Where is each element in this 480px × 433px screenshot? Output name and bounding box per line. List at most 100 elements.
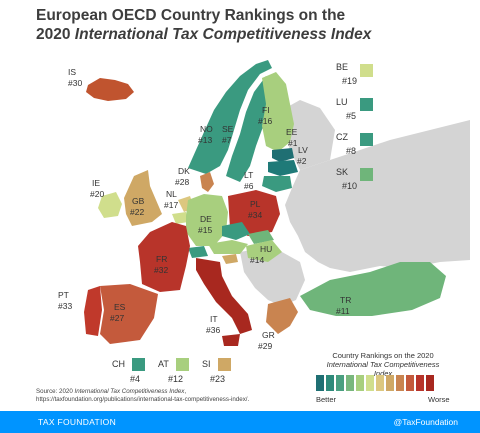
country-tr: [300, 262, 446, 316]
country-gr: [266, 298, 298, 334]
country-no: [188, 60, 272, 174]
label-de-rank: #15: [198, 225, 212, 235]
side-box-swatch: [360, 64, 373, 77]
source-line-1: Source: 2020 International Tax Competiti…: [36, 388, 249, 396]
legend-swatch: [366, 375, 374, 391]
legend-swatch: [316, 375, 324, 391]
region-non-oecd-balkans: [240, 248, 305, 306]
label-gb-code: GB: [132, 196, 145, 206]
country-hu: [246, 240, 282, 262]
label-pt-rank: #33: [58, 301, 72, 311]
source-note: Source: 2020 International Tax Competiti…: [36, 388, 249, 404]
country-fr: [138, 222, 190, 292]
label-lv-rank: #2: [297, 156, 307, 166]
side-box-rank: #10: [342, 181, 358, 191]
source-index-name: International Tax Competitiveness Index: [74, 388, 185, 395]
legend-swatch: [356, 375, 364, 391]
country-it: [196, 258, 252, 334]
bottom-box-code: AT: [158, 359, 169, 369]
country-de: [186, 194, 228, 246]
country-is: [86, 78, 134, 101]
side-box-code: BE: [336, 62, 349, 72]
label-is-rank: #30: [68, 78, 82, 88]
legend-swatch: [416, 375, 424, 391]
label-lv-code: LV: [298, 145, 308, 155]
label-ie-rank: #20: [90, 189, 104, 199]
source-url[interactable]: https://taxfoundation.org/publications/i…: [36, 396, 250, 403]
country-cz: [222, 222, 250, 240]
bottom-box-swatch: [218, 358, 231, 371]
side-box-rank: #5: [346, 111, 357, 121]
bottom-box-rank: #23: [210, 374, 226, 384]
country-at: [208, 240, 248, 254]
country-gb: [124, 170, 162, 226]
label-ee-code: EE: [286, 127, 298, 137]
label-pt-code: PT: [58, 290, 69, 300]
label-nl-code: NL: [166, 189, 177, 199]
region-non-oecd-north: [282, 100, 335, 170]
legend-swatch: [426, 375, 434, 391]
source-suffix: ,: [184, 388, 187, 395]
side-box-swatch: [360, 168, 373, 181]
label-is-code: IS: [68, 67, 76, 77]
label-lt-code: LT: [244, 170, 253, 180]
legend-swatch: [346, 375, 354, 391]
side-box-code: CZ: [336, 132, 348, 142]
label-tr-code: TR: [340, 295, 351, 305]
label-it-code: IT: [210, 314, 218, 324]
country-lt: [262, 176, 292, 192]
country-lv: [268, 160, 298, 176]
legend-color-scale: [316, 375, 434, 391]
label-no-code: NO: [200, 124, 213, 134]
label-lt-rank: #6: [244, 181, 254, 191]
country-ee: [272, 148, 294, 162]
country-es: [100, 284, 158, 344]
label-gr-code: GR: [262, 330, 275, 340]
bottom-box-rank: #12: [168, 374, 184, 384]
country-se: [226, 76, 272, 182]
label-se-rank: #7: [222, 135, 232, 145]
country-sk: [248, 230, 274, 244]
footer-handle[interactable]: @TaxFoundation: [393, 417, 458, 427]
label-hu-rank: #14: [250, 255, 264, 265]
label-hu-code: HU: [260, 244, 272, 254]
country-it-sicily: [222, 334, 240, 346]
label-fi-rank: #16: [258, 116, 272, 126]
side-box-swatch: [360, 98, 373, 111]
footer-brand: TAX FOUNDATION: [38, 417, 117, 427]
label-ee-rank: #1: [288, 138, 298, 148]
side-box-rank: #8: [346, 146, 357, 156]
legend-swatch: [386, 375, 394, 391]
side-box-swatch: [360, 133, 373, 146]
legend-title-line-2: International Tax Competitiveness Index: [326, 360, 440, 378]
bottom-box-code: SI: [202, 359, 211, 369]
footer-bar: TAX FOUNDATION @TaxFoundation: [0, 411, 480, 433]
source-prefix: Source: 2020: [36, 388, 75, 395]
country-labels: IS #30 NO #13 SE #7 FI #16 EE #1 LV #2 L…: [58, 67, 351, 351]
label-fr-code: FR: [156, 254, 167, 264]
country-be: [172, 212, 188, 224]
country-si: [222, 254, 238, 264]
label-pl-code: PL: [250, 199, 261, 209]
label-de-code: DE: [200, 214, 212, 224]
label-gr-rank: #29: [258, 341, 272, 351]
title-line-2: 2020 International Tax Competitiveness I…: [36, 25, 371, 44]
label-fi-code: FI: [262, 105, 270, 115]
side-box-code: LU: [336, 97, 348, 107]
legend-swatch: [326, 375, 334, 391]
label-tr-rank: #11: [336, 306, 350, 316]
legend-title: Country Rankings on the 2020 Internation…: [318, 351, 448, 378]
region-non-oecd-east: [285, 120, 470, 272]
side-box-rank: #19: [342, 76, 358, 86]
country-dk: [200, 172, 214, 192]
country-ie: [98, 192, 122, 218]
title-year: 2020: [36, 26, 75, 43]
legend-high-label: Worse: [428, 395, 450, 404]
legend-swatch: [396, 375, 404, 391]
title-index-name: International Tax Competitiveness Index: [74, 26, 372, 43]
label-it-rank: #36: [206, 325, 220, 335]
legend-swatch: [406, 375, 414, 391]
label-es-code: ES: [114, 302, 126, 312]
bottom-box-code: CH: [112, 359, 125, 369]
map-title: European OECD Country Rankings on the 20…: [36, 6, 371, 44]
